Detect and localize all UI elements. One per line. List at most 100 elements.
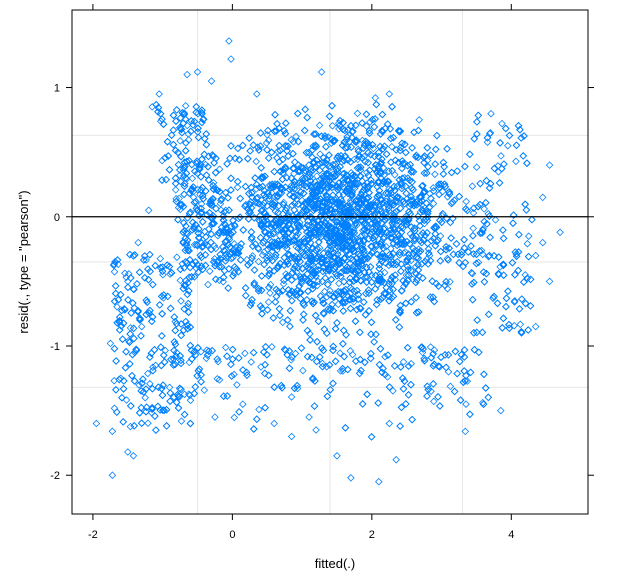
data-point bbox=[299, 310, 308, 319]
data-point bbox=[395, 323, 404, 331]
data-point bbox=[216, 199, 225, 208]
data-point bbox=[382, 150, 391, 158]
data-point bbox=[282, 119, 290, 127]
data-point bbox=[223, 352, 231, 360]
data-point bbox=[185, 390, 193, 398]
data-point bbox=[292, 272, 300, 281]
data-point bbox=[197, 173, 205, 181]
data-point bbox=[110, 344, 119, 353]
data-point bbox=[522, 206, 531, 214]
data-point bbox=[288, 296, 296, 305]
data-point bbox=[197, 377, 205, 386]
data-point bbox=[245, 134, 253, 142]
data-point bbox=[484, 310, 493, 319]
data-point bbox=[389, 221, 397, 229]
data-point bbox=[278, 318, 287, 327]
data-point bbox=[322, 142, 330, 151]
data-point bbox=[466, 410, 474, 419]
data-point bbox=[286, 322, 294, 331]
data-point bbox=[244, 261, 252, 269]
data-point bbox=[229, 272, 237, 280]
data-point bbox=[339, 340, 347, 348]
data-point bbox=[470, 345, 479, 354]
data-point bbox=[202, 171, 211, 179]
data-point bbox=[244, 261, 252, 269]
data-point bbox=[291, 349, 300, 358]
data-point bbox=[257, 164, 265, 172]
data-point bbox=[402, 189, 411, 198]
data-point bbox=[229, 253, 237, 262]
data-point bbox=[524, 252, 533, 261]
data-point bbox=[241, 182, 250, 191]
data-point bbox=[362, 110, 371, 119]
data-point bbox=[122, 347, 130, 356]
data-point bbox=[436, 257, 445, 265]
data-point bbox=[396, 422, 404, 430]
data-point bbox=[217, 263, 226, 271]
data-point bbox=[362, 110, 371, 119]
data-point bbox=[412, 278, 420, 287]
data-point bbox=[412, 293, 420, 302]
data-point bbox=[499, 226, 507, 234]
data-point bbox=[331, 160, 340, 169]
data-point bbox=[269, 314, 278, 322]
data-point bbox=[204, 162, 212, 171]
data-point bbox=[443, 284, 452, 293]
data-point bbox=[316, 150, 324, 158]
data-point bbox=[367, 433, 376, 441]
data-point bbox=[376, 345, 385, 353]
data-point bbox=[436, 216, 444, 224]
data-point bbox=[446, 278, 454, 286]
data-point bbox=[177, 320, 185, 328]
data-point bbox=[495, 179, 504, 187]
data-point bbox=[495, 179, 504, 187]
data-point bbox=[396, 422, 404, 430]
data-point bbox=[302, 148, 311, 157]
data-point bbox=[439, 170, 448, 178]
data-point bbox=[395, 323, 404, 331]
data-point bbox=[118, 335, 127, 343]
data-point bbox=[399, 385, 408, 393]
data-point bbox=[263, 306, 272, 314]
data-point bbox=[434, 282, 443, 290]
data-point bbox=[341, 424, 350, 432]
data-point bbox=[309, 375, 317, 384]
data-point bbox=[371, 285, 380, 293]
data-point bbox=[254, 143, 262, 151]
data-point bbox=[526, 275, 535, 284]
data-point bbox=[326, 286, 334, 295]
data-point bbox=[172, 194, 180, 203]
data-point bbox=[235, 408, 243, 416]
data-point bbox=[253, 415, 261, 423]
data-point bbox=[499, 314, 508, 323]
data-point bbox=[157, 384, 166, 393]
data-point bbox=[521, 200, 529, 209]
data-point bbox=[174, 404, 183, 412]
data-point bbox=[429, 184, 438, 192]
data-point bbox=[418, 274, 427, 282]
data-point bbox=[372, 100, 381, 109]
data-point bbox=[382, 150, 391, 158]
data-point bbox=[314, 317, 323, 326]
data-point bbox=[177, 417, 186, 425]
data-point bbox=[315, 244, 324, 252]
data-point bbox=[499, 234, 508, 243]
data-point bbox=[246, 200, 255, 209]
data-point bbox=[202, 171, 211, 179]
data-point bbox=[524, 326, 532, 334]
data-point bbox=[407, 298, 416, 306]
data-point bbox=[437, 353, 445, 361]
data-point bbox=[257, 164, 265, 172]
data-point bbox=[183, 243, 192, 251]
data-point bbox=[429, 380, 438, 388]
data-point bbox=[271, 110, 279, 119]
data-point bbox=[473, 316, 481, 324]
data-point bbox=[221, 343, 230, 352]
data-point bbox=[310, 402, 319, 410]
data-point bbox=[301, 105, 309, 114]
data-point bbox=[487, 109, 495, 118]
data-point bbox=[442, 363, 450, 372]
data-point bbox=[449, 250, 458, 259]
data-point bbox=[157, 384, 166, 393]
data-point bbox=[509, 219, 517, 227]
